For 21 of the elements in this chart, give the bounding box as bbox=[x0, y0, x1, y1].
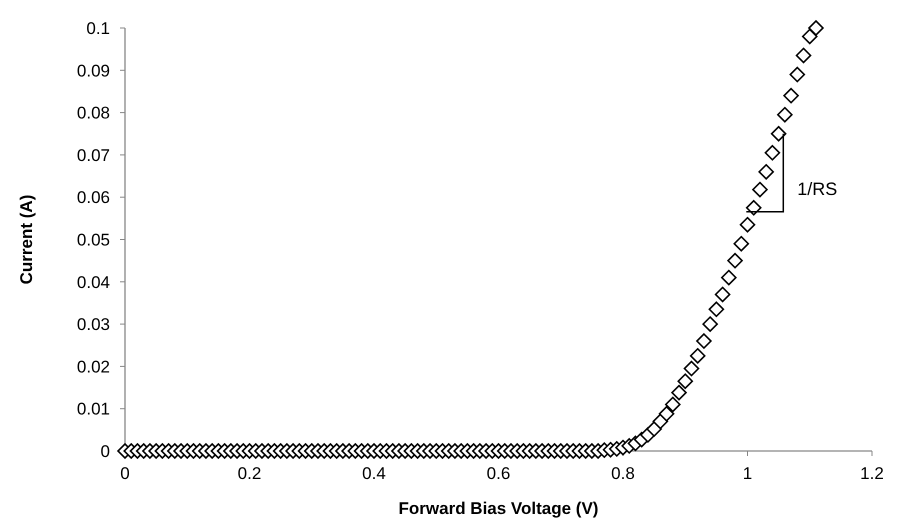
x-tick-label: 0.4 bbox=[362, 464, 386, 483]
annotation: 1/RS bbox=[797, 179, 838, 200]
x-tick-label: 0.6 bbox=[486, 464, 510, 483]
x-axis-title: Forward Bias Voltage (V) bbox=[398, 499, 598, 518]
y-axis-title: Current (A) bbox=[17, 194, 36, 284]
y-tick-label: 0.03 bbox=[76, 315, 110, 334]
x-tick-label: 1 bbox=[742, 464, 752, 483]
y-tick-label: 0.05 bbox=[76, 230, 110, 250]
x-tick-label: 0.8 bbox=[611, 464, 635, 483]
y-tick-label: 0.07 bbox=[76, 146, 110, 165]
y-tick-label: 0.01 bbox=[76, 400, 110, 419]
x-tick-label: 1.2 bbox=[860, 464, 884, 483]
y-tick-label: 0.1 bbox=[86, 18, 110, 38]
y-tick-label: 0.09 bbox=[76, 61, 110, 80]
y-tick-label: 0.02 bbox=[76, 357, 110, 376]
y-tick-label: 0 bbox=[100, 442, 110, 461]
y-tick-label: 0.08 bbox=[76, 104, 110, 123]
x-tick-label: 0 bbox=[120, 464, 130, 483]
y-tick-label: 0.06 bbox=[76, 188, 110, 208]
y-tick-label: 0.04 bbox=[76, 272, 110, 292]
x-tick-label: 0.2 bbox=[238, 464, 262, 483]
